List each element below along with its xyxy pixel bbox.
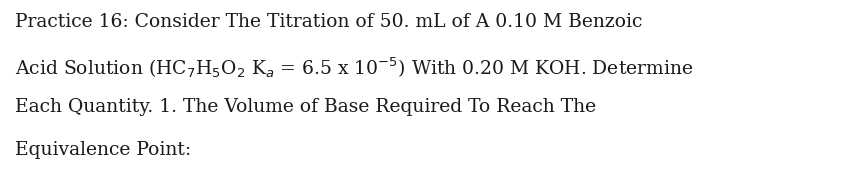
Text: Each Quantity. 1. The Volume of Base Required To Reach The: Each Quantity. 1. The Volume of Base Req…	[15, 98, 596, 116]
Text: Acid Solution (HC$_7$H$_5$O$_2$ K$_a$ = 6.5 x 10$^{-5}$) With 0.20 M KOH. Determ: Acid Solution (HC$_7$H$_5$O$_2$ K$_a$ = …	[15, 56, 694, 80]
Text: Equivalence Point:: Equivalence Point:	[15, 141, 192, 159]
Text: Practice 16: Consider The Titration of 50. mL of A 0.10 M Benzoic: Practice 16: Consider The Titration of 5…	[15, 13, 643, 31]
